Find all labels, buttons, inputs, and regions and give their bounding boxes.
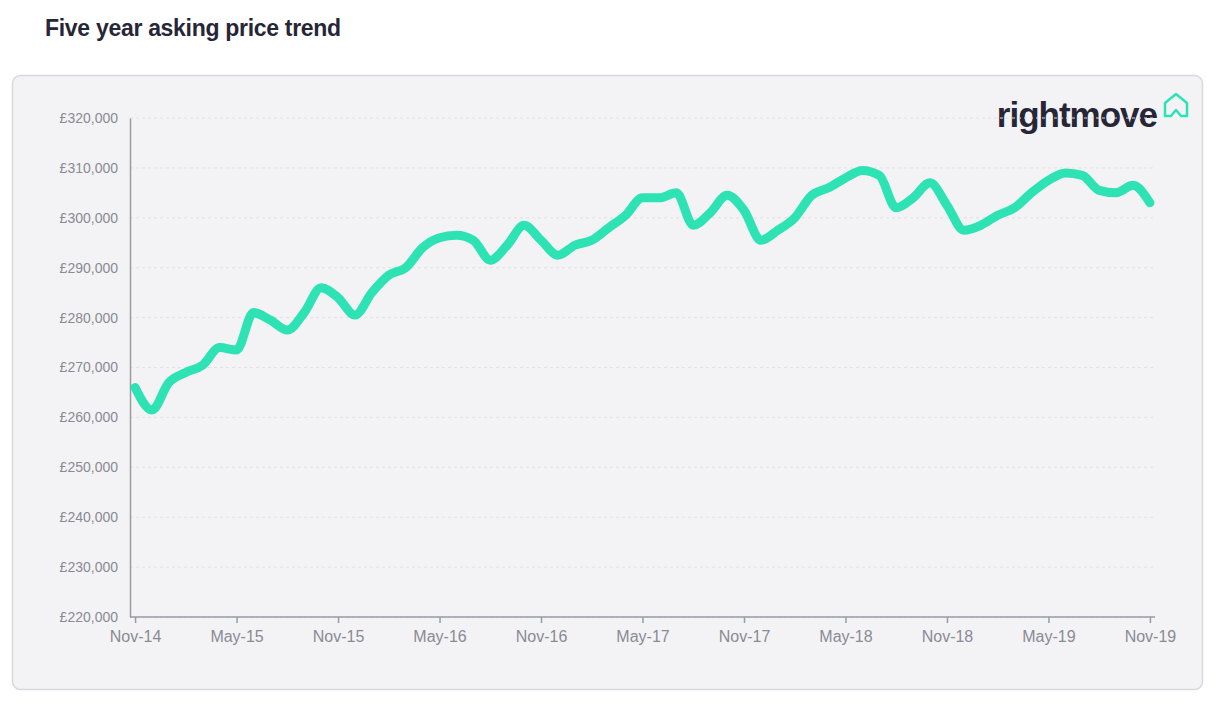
y-tick: £290,000 xyxy=(60,260,130,276)
y-tick: £260,000 xyxy=(60,409,130,425)
y-tick-label: £270,000 xyxy=(60,359,119,375)
x-tick-label: Nov-15 xyxy=(313,628,365,645)
x-tick: May-19 xyxy=(1022,617,1075,645)
x-tick-label: May-19 xyxy=(1022,628,1075,645)
y-tick-label: £240,000 xyxy=(60,509,119,525)
x-tick: Nov-16 xyxy=(516,617,568,645)
x-tick-label: May-18 xyxy=(819,628,872,645)
y-tick-label: £310,000 xyxy=(60,160,119,176)
logo: rightmove xyxy=(997,95,1158,134)
x-axis: Nov-14 May-15 Nov-15 May-16 Nov-16 May-17 Nov-… xyxy=(110,617,1177,645)
y-tick-label: £300,000 xyxy=(60,210,119,226)
grid-line xyxy=(130,267,1155,268)
x-tick-label: Nov-17 xyxy=(719,628,771,645)
grid-line xyxy=(130,317,1155,318)
x-tick-mark xyxy=(744,617,746,623)
x-tick: Nov-15 xyxy=(313,617,365,645)
y-tick: £270,000 xyxy=(60,359,130,375)
x-tick-mark xyxy=(1150,617,1152,623)
x-tick: Nov-14 xyxy=(110,617,162,645)
x-tick: May-18 xyxy=(819,617,872,645)
y-tick-label: £230,000 xyxy=(60,559,119,575)
grid-line xyxy=(130,567,1155,568)
plot-area xyxy=(135,170,1150,410)
price-line xyxy=(135,170,1150,410)
y-tick: £240,000 xyxy=(60,509,130,525)
x-tick-mark xyxy=(439,617,441,623)
y-tick: £300,000 xyxy=(60,210,130,226)
y-axis: £220,000 £230,000 £240,000 £250,000 £260,000… xyxy=(60,110,131,625)
grid-line xyxy=(130,118,1155,119)
chart: Five year asking price trend rightmove £22… xyxy=(0,0,1226,721)
x-tick-label: Nov-16 xyxy=(516,628,568,645)
y-tick: £250,000 xyxy=(60,459,130,475)
grid-line xyxy=(130,467,1155,468)
x-tick: May-16 xyxy=(413,617,466,645)
y-tick: £280,000 xyxy=(60,310,130,326)
y-tick-label: £320,000 xyxy=(60,110,119,126)
y-tick: £310,000 xyxy=(60,160,130,176)
x-tick-mark xyxy=(541,617,543,623)
x-tick-mark xyxy=(236,617,238,623)
y-tick: £320,000 xyxy=(60,110,130,126)
x-tick: May-17 xyxy=(616,617,669,645)
y-tick-label: £220,000 xyxy=(60,609,119,625)
y-axis-line xyxy=(130,119,132,618)
x-tick: Nov-17 xyxy=(719,617,771,645)
x-tick-label: Nov-19 xyxy=(1125,628,1177,645)
y-tick-label: £250,000 xyxy=(60,459,119,475)
x-tick-label: Nov-18 xyxy=(922,628,974,645)
y-tick-label: £280,000 xyxy=(60,310,119,326)
x-tick-label: Nov-14 xyxy=(110,628,162,645)
x-tick-label: May-17 xyxy=(616,628,669,645)
grid-line xyxy=(130,167,1155,168)
x-tick-mark xyxy=(135,617,137,623)
y-tick-label: £260,000 xyxy=(60,409,119,425)
y-tick-label: £290,000 xyxy=(60,260,119,276)
x-tick-mark xyxy=(845,617,847,623)
grid xyxy=(130,118,1155,617)
x-tick-mark xyxy=(338,617,340,623)
x-tick-label: May-15 xyxy=(210,628,263,645)
y-tick: £230,000 xyxy=(60,559,130,575)
grid-line xyxy=(130,517,1155,518)
x-tick-label: May-16 xyxy=(413,628,466,645)
title: Five year asking price trend xyxy=(45,15,341,41)
grid-line xyxy=(130,417,1155,418)
grid-line xyxy=(130,367,1155,368)
x-tick-mark xyxy=(1048,617,1050,623)
x-tick: May-15 xyxy=(210,617,263,645)
logo-icon xyxy=(1165,94,1187,116)
x-tick: Nov-18 xyxy=(922,617,974,645)
x-tick-mark xyxy=(947,617,949,623)
x-tick: Nov-19 xyxy=(1125,617,1177,645)
y-tick: £220,000 xyxy=(60,609,130,625)
x-tick-mark xyxy=(642,617,644,623)
panel xyxy=(13,76,1203,690)
